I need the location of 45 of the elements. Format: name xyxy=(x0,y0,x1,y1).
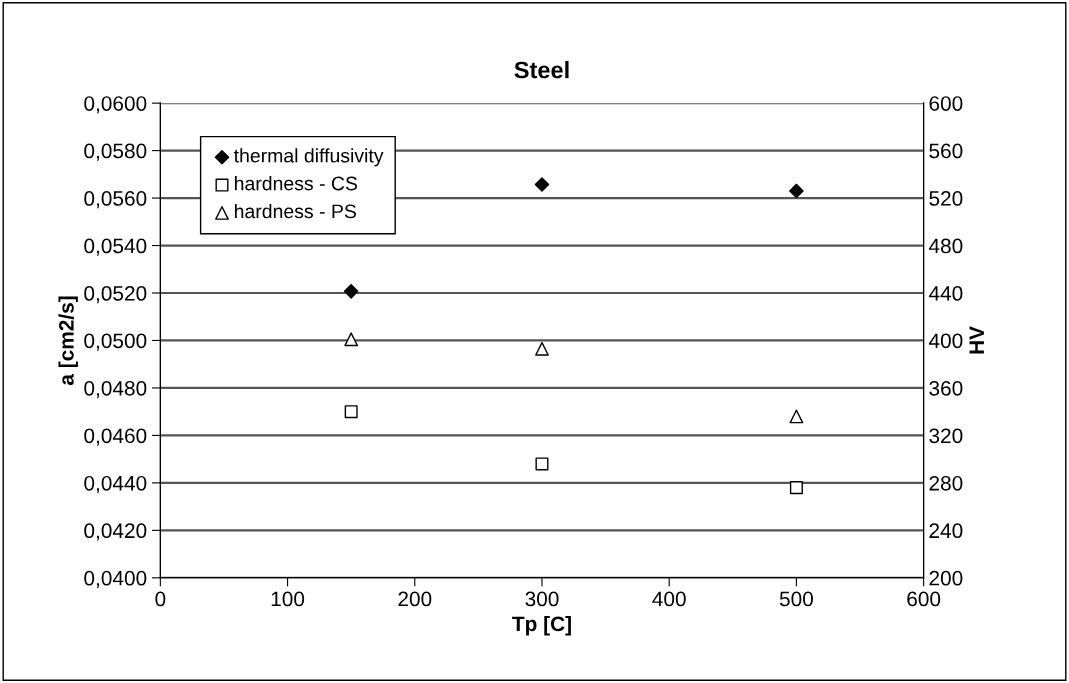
legend-label: hardness - CS xyxy=(235,176,358,191)
y-tick-label: 0,0400 xyxy=(84,570,147,589)
legend-label: thermal diffusivity xyxy=(233,148,384,167)
y2-tick-label: 440 xyxy=(928,286,963,301)
y-tick-label: 0,0600 xyxy=(84,96,147,114)
y-tick-label: 0,0440 xyxy=(84,475,147,494)
x-tick-label: 0 xyxy=(155,591,166,607)
point xyxy=(343,284,359,299)
y-tick-label: 0,0520 xyxy=(84,286,147,304)
point xyxy=(535,457,549,471)
legend-label: hardness - PS xyxy=(235,203,356,219)
chart-title: Steel xyxy=(514,61,569,79)
point xyxy=(789,481,803,495)
point xyxy=(789,409,804,424)
x-tick-label: 600 xyxy=(907,591,941,607)
y2-tick-label: 600 xyxy=(929,96,963,111)
y2-tick-label: 280 xyxy=(929,475,963,491)
y2-tick-label: 240 xyxy=(929,523,963,539)
y-tick-label: 0,0540 xyxy=(84,238,147,256)
point xyxy=(344,332,359,347)
y2-tick-label: 320 xyxy=(929,428,963,444)
y2-tick-label: 480 xyxy=(928,238,963,254)
y-tick-label: 0,0560 xyxy=(84,191,147,209)
point xyxy=(344,405,358,419)
x-tick-label: 400 xyxy=(652,591,686,607)
y2-tick-label: 200 xyxy=(929,570,963,586)
y-axis-title: a [cm2/s] xyxy=(58,296,78,386)
y-tick-label: 0,0500 xyxy=(84,333,147,351)
x-tick-label: 100 xyxy=(271,591,305,607)
y2-tick-label: 560 xyxy=(929,143,963,159)
y2-axis-title: HV xyxy=(969,326,984,354)
x-axis-title: Tp [C] xyxy=(512,615,571,636)
y2-tick-label: 360 xyxy=(929,380,963,396)
x-tick-label: 200 xyxy=(398,591,432,607)
y2-tick-label: 520 xyxy=(929,191,963,206)
point xyxy=(789,183,804,199)
y-tick-label: 0,0480 xyxy=(84,380,147,399)
point xyxy=(534,177,550,192)
y-tick-label: 0,0460 xyxy=(84,428,147,446)
x-tick-label: 300 xyxy=(525,591,559,607)
x-tick-label: 500 xyxy=(779,591,813,607)
y2-tick-label: 400 xyxy=(928,333,963,349)
y-tick-label: 0,0420 xyxy=(84,523,147,541)
y-tick-label: 0,0580 xyxy=(84,143,147,161)
point xyxy=(535,341,549,356)
